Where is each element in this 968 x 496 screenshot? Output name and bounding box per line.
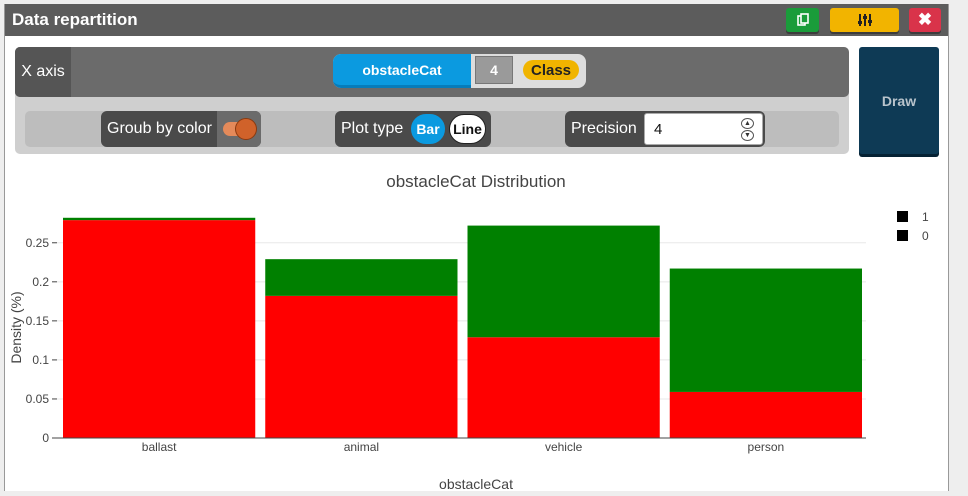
plot-type-label: Plot type: [341, 120, 404, 137]
group-by-color-toggle[interactable]: [217, 111, 261, 147]
precision-option: Precision 4 ▲ ▼: [565, 111, 765, 147]
y-axis-title: Density (%): [8, 291, 24, 363]
plot-type-line-button[interactable]: Line: [449, 114, 486, 144]
precision-label: Precision: [571, 120, 637, 137]
chart-container: obstacleCat Distribution 0 0.05 0.1 0.15 0.2 0…: [5, 162, 948, 492]
y-tick-label: 0.1: [32, 353, 49, 367]
controls-panel: X axis obstacleCat 4 Class Groub by colo…: [15, 47, 849, 154]
group-by-color-option: Groub by color: [101, 111, 261, 147]
legend-label: 0: [922, 229, 929, 243]
bar-segment-series-1: [265, 259, 458, 296]
x-axis-label: X axis: [15, 47, 71, 97]
bar-segment-series-1: [669, 268, 862, 392]
precision-increment-icon[interactable]: ▲: [741, 118, 754, 129]
draw-button[interactable]: Draw: [859, 47, 939, 154]
legend-label: 1: [922, 210, 929, 224]
title-bar: Data repartition ✖: [5, 4, 948, 36]
close-button[interactable]: ✖: [909, 8, 941, 32]
x-axis-row: X axis obstacleCat 4 Class: [15, 47, 849, 97]
precision-input[interactable]: 4 ▲ ▼: [644, 113, 763, 145]
plot-type-option: Plot type Bar Line: [335, 111, 491, 147]
data-repartition-window: Data repartition ✖ X axis obstacleCat 4 …: [4, 4, 949, 492]
legend-swatch: [897, 211, 908, 222]
bar-segment-series-0: [467, 337, 660, 438]
legend-swatch: [897, 230, 908, 241]
window-title: Data repartition: [12, 10, 138, 29]
x-tick-label: vehicle: [545, 440, 583, 454]
x-tick-label: ballast: [142, 440, 177, 454]
plot-type-bar-button[interactable]: Bar: [411, 114, 445, 144]
y-tick-label: 0.2: [32, 275, 49, 289]
toggle-knob: [235, 118, 257, 140]
y-tick-label: 0.05: [26, 392, 50, 406]
x-axis-title: obstacleCat: [439, 476, 513, 491]
distribution-chart: obstacleCat Distribution 0 0.05 0.1 0.15 0.2 0…: [8, 172, 929, 492]
bar-segment-series-1: [467, 225, 660, 338]
bar-segment-series-0: [63, 220, 256, 438]
variable-count-badge: 4: [475, 56, 513, 84]
x-tick-label: animal: [344, 440, 379, 454]
x-axis-variable-selector[interactable]: obstacleCat 4 Class: [333, 54, 586, 88]
bar-segment-series-0: [669, 391, 862, 438]
precision-value: 4: [654, 120, 663, 138]
copy-icon: [796, 13, 809, 26]
x-tick-label: person: [748, 440, 785, 454]
bar-segment-series-1: [63, 217, 256, 221]
y-tick-label: 0.15: [26, 314, 50, 328]
precision-decrement-icon[interactable]: ▼: [741, 130, 754, 141]
chart-title: obstacleCat Distribution: [386, 172, 566, 191]
y-tick-label: 0: [42, 431, 49, 445]
sliders-icon: [857, 14, 872, 26]
copy-button[interactable]: [786, 8, 819, 32]
variable-name-chip[interactable]: obstacleCat: [333, 54, 471, 88]
variable-type-badge: Class: [523, 60, 579, 80]
options-row: Groub by color Plot type Bar Line Precis…: [25, 111, 839, 147]
settings-button[interactable]: [830, 8, 899, 32]
bar-segment-series-0: [265, 295, 458, 438]
y-tick-label: 0.25: [26, 236, 50, 250]
group-by-color-label: Groub by color: [107, 120, 212, 137]
close-icon: ✖: [917, 10, 933, 29]
